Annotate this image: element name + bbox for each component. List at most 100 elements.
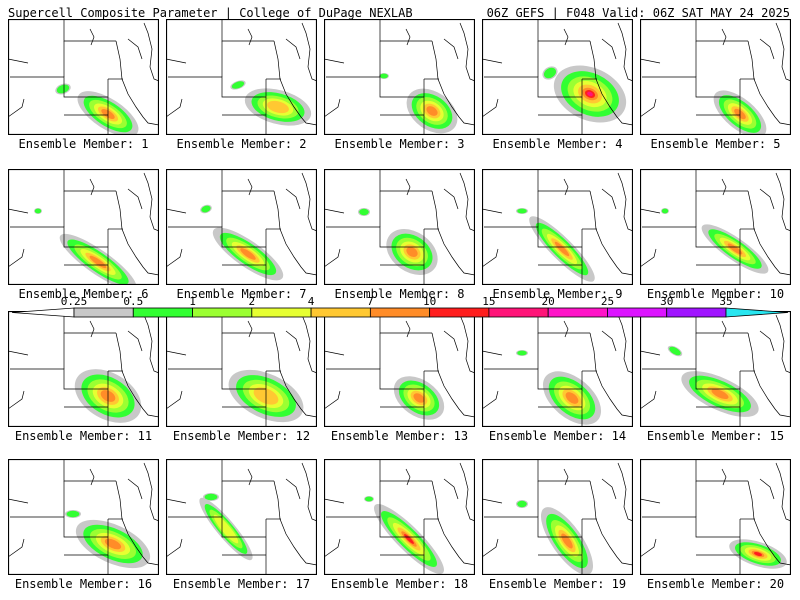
scp-contour — [34, 208, 42, 214]
scp-contour — [727, 243, 743, 255]
legend-swatch — [132, 307, 193, 318]
color-scale-legend: 0.25 0.5 1 2 4 7 10 15 20 25 30 35 — [11, 295, 789, 318]
panel-frame — [640, 459, 791, 575]
panel-frame — [8, 19, 159, 135]
legend-swatch — [310, 307, 371, 318]
scp-contour — [517, 208, 527, 214]
ensemble-panel: Ensemble Member: 7 — [166, 169, 317, 301]
ensemble-member-label: Ensemble Member: 14 — [488, 429, 627, 443]
ensemble-panel: Ensemble Member: 10 — [640, 169, 791, 301]
ensemble-member-label: Ensemble Member: 15 — [646, 429, 785, 443]
scp-map — [640, 19, 791, 135]
panel-frame — [324, 169, 475, 285]
scp-map — [8, 169, 159, 285]
legend-tick-label: 35 — [719, 295, 732, 308]
ensemble-panel: Ensemble Member: 17 — [166, 459, 317, 591]
legend-tick-label: 2 — [249, 295, 256, 308]
ensemble-member-label: Ensemble Member: 11 — [14, 429, 153, 443]
ensemble-panel: Ensemble Member: 12 — [166, 311, 317, 443]
scp-contour — [359, 208, 369, 216]
legend-swatch — [192, 307, 253, 318]
ensemble-member-label: Ensemble Member: 20 — [646, 577, 785, 591]
panel-frame — [324, 19, 475, 135]
scp-contour — [404, 534, 414, 544]
scp-contour — [753, 551, 763, 557]
panel-frame — [482, 169, 633, 285]
ensemble-panel: Ensemble Member: 13 — [324, 311, 475, 443]
legend-tick-label: 10 — [423, 295, 436, 308]
scp-contour — [565, 392, 579, 404]
scp-contour — [517, 350, 527, 356]
ensemble-panel: Ensemble Member: 20 — [640, 459, 791, 591]
ensemble-panel: Ensemble Member: 15 — [640, 311, 791, 443]
legend-swatch — [547, 307, 608, 318]
ensemble-panel: Ensemble Member: 19 — [482, 459, 633, 591]
legend-arrow-high — [725, 307, 789, 318]
legend-swatch — [488, 307, 549, 318]
legend-tick-label: 0.25 — [61, 295, 88, 308]
scp-contour — [380, 73, 388, 79]
scp-map — [324, 459, 475, 575]
panel-frame — [482, 459, 633, 575]
ensemble-panel: Ensemble Member: 8 — [324, 169, 475, 301]
ensemble-panel: Ensemble Member: 1 — [8, 19, 159, 151]
legend-swatch — [251, 307, 312, 318]
scp-map — [324, 169, 475, 285]
scp-contour — [201, 205, 211, 213]
ensemble-panel: Ensemble Member: 16 — [8, 459, 159, 591]
ensemble-member-label: Ensemble Member: 19 — [488, 577, 627, 591]
ensemble-member-label: Ensemble Member: 12 — [172, 429, 311, 443]
scp-contour — [669, 346, 681, 356]
ensemble-member-label: Ensemble Member: 6 — [18, 287, 149, 301]
scp-contour — [56, 84, 70, 94]
scp-contour — [543, 67, 557, 79]
ensemble-member-label: Ensemble Member: 9 — [492, 287, 623, 301]
ensemble-member-label: Ensemble Member: 1 — [18, 137, 149, 151]
scp-contour — [406, 246, 418, 258]
legend-swatch — [607, 307, 668, 318]
panel-frame — [166, 459, 317, 575]
scp-contour — [661, 208, 669, 214]
ensemble-panel: Ensemble Member: 5 — [640, 19, 791, 151]
legend-tick-label: 4 — [308, 295, 315, 308]
figure-title: Supercell Composite Parameter | College … — [8, 6, 413, 20]
panel-frame — [8, 169, 159, 285]
ensemble-panel: Ensemble Member: 11 — [8, 311, 159, 443]
scp-contour — [365, 496, 373, 502]
legend-tick-label: 1 — [189, 295, 196, 308]
scp-map — [166, 311, 317, 427]
legend-tick-label: 25 — [601, 295, 614, 308]
ensemble-member-label: Ensemble Member: 17 — [172, 577, 311, 591]
ensemble-panel: Ensemble Member: 14 — [482, 311, 633, 443]
panel-frame — [166, 19, 317, 135]
scp-map — [8, 19, 159, 135]
scp-map — [166, 169, 317, 285]
legend-tick-label: 15 — [482, 295, 495, 308]
ensemble-panel: Ensemble Member: 9 — [482, 169, 633, 301]
scp-map — [324, 19, 475, 135]
scp-contour — [587, 91, 593, 97]
panel-frame — [324, 459, 475, 575]
scp-contour — [104, 538, 122, 550]
scp-contour — [426, 106, 438, 116]
scp-map — [640, 311, 791, 427]
scp-contour — [413, 393, 425, 403]
ensemble-member-label: Ensemble Member: 5 — [650, 137, 781, 151]
ensemble-member-label: Ensemble Member: 13 — [330, 429, 469, 443]
legend-tick-label: 20 — [542, 295, 555, 308]
scp-map — [8, 459, 159, 575]
scp-map — [166, 459, 317, 575]
ensemble-panel: Ensemble Member: 6 — [8, 169, 159, 301]
scp-contour — [240, 248, 256, 260]
panel-frame — [482, 19, 633, 135]
scp-contour — [213, 514, 239, 544]
scp-map — [482, 311, 633, 427]
scp-contour — [267, 100, 289, 114]
ensemble-panel: Ensemble Member: 2 — [166, 19, 317, 151]
scp-map — [482, 19, 633, 135]
legend-swatch — [429, 307, 490, 318]
legend-tick-label: 7 — [367, 295, 374, 308]
scp-contour — [204, 493, 218, 501]
legend-arrow-low — [11, 307, 75, 318]
legend-tick-label: 30 — [660, 295, 673, 308]
